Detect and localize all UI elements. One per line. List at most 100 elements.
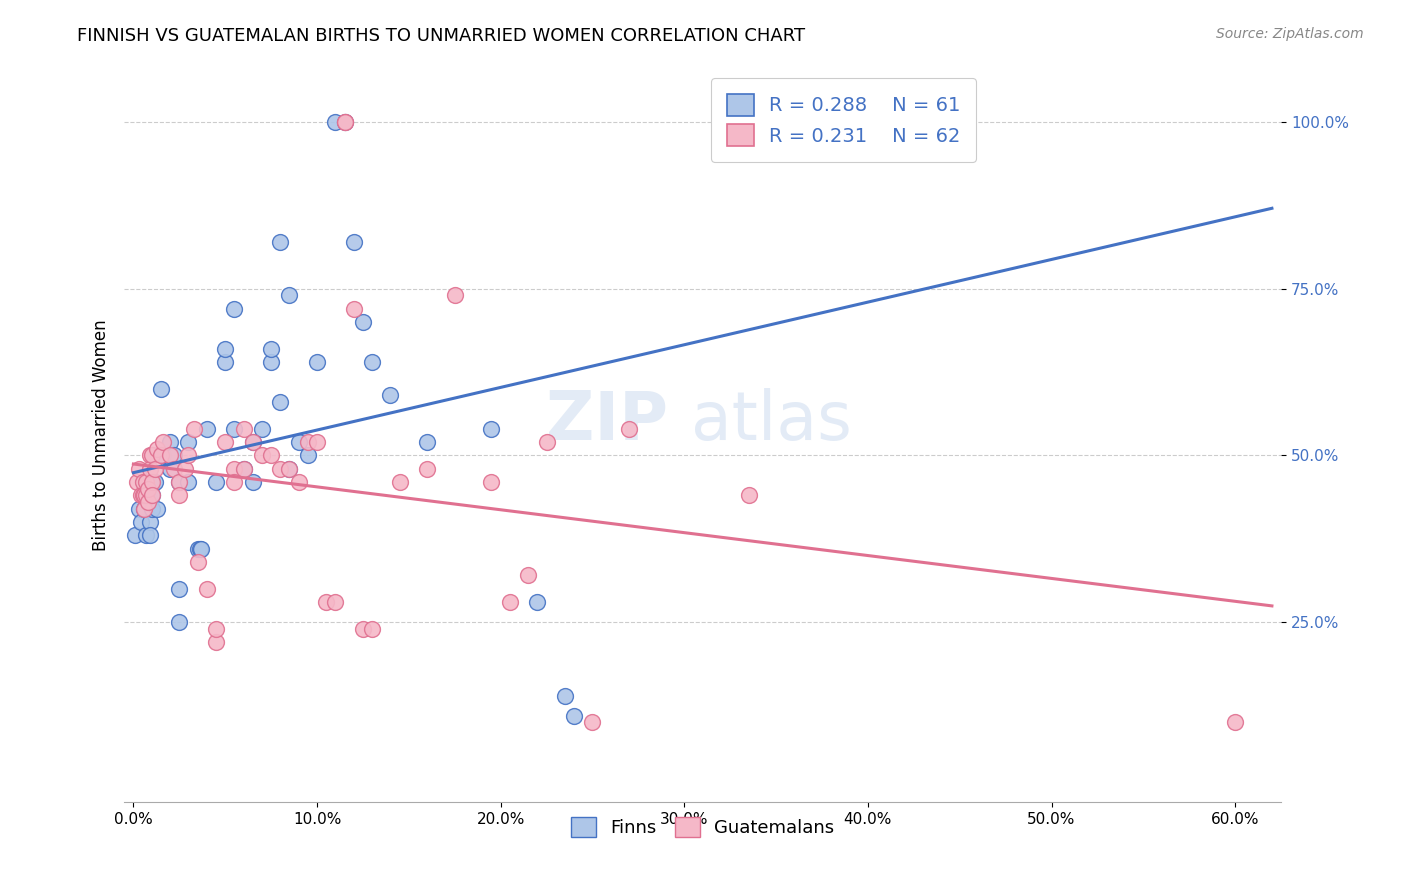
Point — [352, 622, 374, 636]
Point — [333, 115, 356, 129]
Point — [554, 689, 576, 703]
Point — [224, 462, 246, 476]
Point — [269, 462, 291, 476]
Point — [125, 475, 148, 489]
Point — [278, 288, 301, 302]
Point — [232, 422, 254, 436]
Point — [135, 475, 157, 489]
Text: ZIP: ZIP — [546, 388, 668, 454]
Point — [159, 435, 181, 450]
Point — [169, 488, 191, 502]
Point — [242, 435, 264, 450]
Point — [188, 541, 211, 556]
Point — [173, 462, 195, 476]
Point — [187, 541, 209, 556]
Point — [145, 475, 167, 489]
Point — [152, 449, 174, 463]
Point — [205, 475, 228, 489]
Point — [139, 528, 162, 542]
Text: FINNISH VS GUATEMALAN BIRTHS TO UNMARRIED WOMEN CORRELATION CHART: FINNISH VS GUATEMALAN BIRTHS TO UNMARRIE… — [77, 27, 806, 45]
Point — [269, 395, 291, 409]
Point — [250, 422, 273, 436]
Point — [278, 462, 301, 476]
Point — [619, 422, 641, 436]
Point — [361, 622, 384, 636]
Point — [124, 528, 146, 542]
Point — [152, 435, 174, 450]
Point — [260, 355, 283, 369]
Point — [343, 301, 366, 316]
Point — [146, 501, 169, 516]
Point — [169, 615, 191, 629]
Point — [139, 515, 162, 529]
Point — [205, 635, 228, 649]
Point — [416, 435, 439, 450]
Point — [443, 288, 465, 302]
Point — [214, 342, 236, 356]
Point — [481, 422, 503, 436]
Point — [134, 488, 156, 502]
Point — [136, 482, 159, 496]
Point — [380, 388, 402, 402]
Point — [139, 449, 162, 463]
Point — [315, 595, 337, 609]
Point — [526, 595, 548, 609]
Point — [135, 488, 157, 502]
Point — [205, 622, 228, 636]
Point — [136, 482, 159, 496]
Point — [343, 235, 366, 249]
Point — [134, 501, 156, 516]
Point — [177, 475, 200, 489]
Point — [141, 475, 163, 489]
Point — [135, 528, 157, 542]
Point — [416, 462, 439, 476]
Point — [499, 595, 522, 609]
Point — [149, 382, 172, 396]
Point — [135, 488, 157, 502]
Legend: Finns, Guatemalans: Finns, Guatemalans — [564, 809, 842, 845]
Point — [361, 355, 384, 369]
Point — [145, 462, 167, 476]
Point — [242, 475, 264, 489]
Point — [141, 488, 163, 502]
Y-axis label: Births to Unmarried Women: Births to Unmarried Women — [93, 319, 110, 551]
Point — [163, 449, 186, 463]
Point — [131, 488, 153, 502]
Point — [183, 422, 205, 436]
Point — [169, 475, 191, 489]
Point — [297, 435, 319, 450]
Point — [141, 449, 163, 463]
Point — [187, 555, 209, 569]
Point — [287, 435, 309, 450]
Point — [177, 449, 200, 463]
Point — [352, 315, 374, 329]
Point — [737, 488, 759, 502]
Point — [214, 435, 236, 450]
Point — [581, 715, 603, 730]
Point — [388, 475, 411, 489]
Point — [141, 488, 163, 502]
Point — [190, 541, 212, 556]
Point — [131, 488, 153, 502]
Point — [242, 435, 264, 450]
Point — [232, 462, 254, 476]
Point — [1225, 715, 1247, 730]
Point — [737, 115, 759, 129]
Point — [260, 342, 283, 356]
Point — [141, 449, 163, 463]
Point — [214, 355, 236, 369]
Point — [232, 462, 254, 476]
Point — [129, 515, 152, 529]
Point — [139, 462, 162, 476]
Text: atlas: atlas — [692, 388, 852, 454]
Point — [333, 115, 356, 129]
Point — [287, 475, 309, 489]
Point — [224, 301, 246, 316]
Point — [297, 449, 319, 463]
Point — [224, 422, 246, 436]
Point — [163, 462, 186, 476]
Point — [141, 501, 163, 516]
Point — [169, 582, 191, 596]
Point — [177, 435, 200, 450]
Point — [325, 595, 347, 609]
